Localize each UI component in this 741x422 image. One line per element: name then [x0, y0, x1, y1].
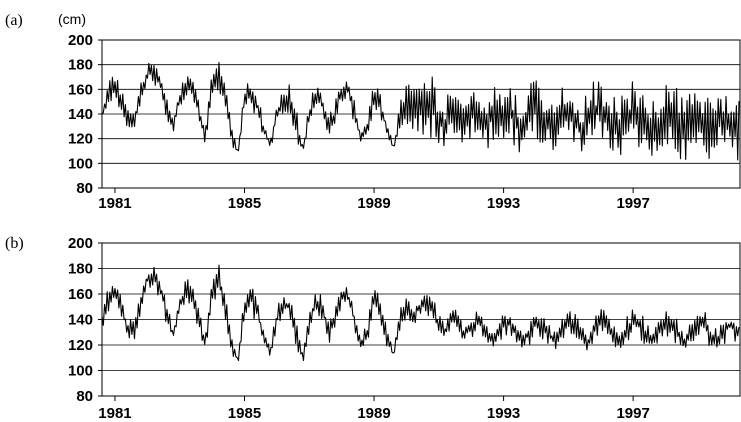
- y-tick-label: 100: [68, 363, 93, 380]
- y-tick-label: 140: [68, 106, 93, 123]
- x-tick-label: 1985: [228, 405, 261, 422]
- x-tick-label: 1989: [357, 195, 390, 212]
- y-tick-label: 200: [68, 235, 93, 252]
- y-tick-label: 180: [68, 261, 93, 278]
- y-tick-label: 80: [76, 180, 93, 197]
- panel-label: (a): [5, 12, 23, 29]
- y-tick-label: 200: [68, 32, 93, 49]
- x-tick-label: 1985: [228, 195, 261, 212]
- x-tick-label: 1981: [98, 405, 131, 422]
- y-tick-label: 180: [68, 57, 93, 74]
- x-tick-label: 1993: [487, 405, 520, 422]
- panel-label: (b): [5, 235, 24, 252]
- unit-label: (cm): [58, 11, 86, 27]
- x-tick-label: 1989: [357, 405, 390, 422]
- y-tick-label: 120: [68, 337, 93, 354]
- y-tick-label: 80: [76, 388, 93, 405]
- y-tick-label: 120: [68, 131, 93, 148]
- y-tick-label: 100: [68, 155, 93, 172]
- x-tick-label: 1997: [616, 195, 649, 212]
- y-tick-label: 160: [68, 286, 93, 303]
- series-line: [101, 264, 740, 362]
- x-tick-label: 1997: [616, 405, 649, 422]
- x-tick-label: 1981: [98, 195, 131, 212]
- series-line: [101, 62, 740, 161]
- y-tick-label: 160: [68, 81, 93, 98]
- x-tick-label: 1993: [487, 195, 520, 212]
- y-tick-label: 140: [68, 312, 93, 329]
